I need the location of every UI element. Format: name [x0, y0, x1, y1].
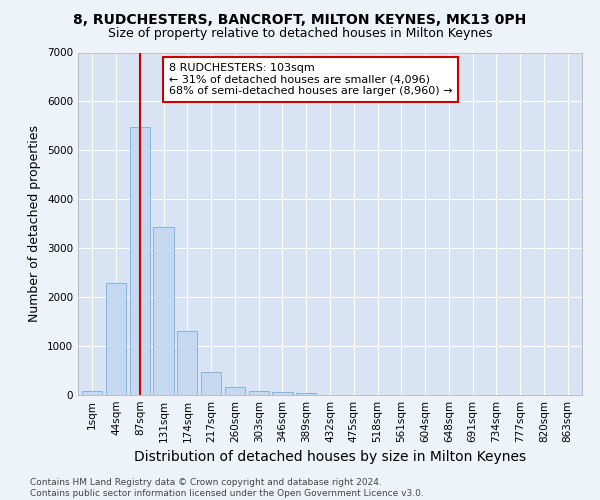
Bar [248, 390, 269, 395]
Text: Size of property relative to detached houses in Milton Keynes: Size of property relative to detached ho… [108, 28, 492, 40]
Bar [225, 388, 245, 395]
Bar [130, 127, 150, 395]
Bar [296, 393, 316, 395]
Bar [82, 391, 103, 395]
Bar [201, 372, 221, 395]
Bar [106, 284, 126, 395]
Bar [272, 392, 293, 395]
Bar [177, 331, 197, 395]
Bar [154, 226, 173, 395]
Text: 8 RUDCHESTERS: 103sqm
← 31% of detached houses are smaller (4,096)
68% of semi-d: 8 RUDCHESTERS: 103sqm ← 31% of detached … [169, 63, 452, 96]
Text: Contains HM Land Registry data © Crown copyright and database right 2024.
Contai: Contains HM Land Registry data © Crown c… [30, 478, 424, 498]
Text: 8, RUDCHESTERS, BANCROFT, MILTON KEYNES, MK13 0PH: 8, RUDCHESTERS, BANCROFT, MILTON KEYNES,… [73, 12, 527, 26]
X-axis label: Distribution of detached houses by size in Milton Keynes: Distribution of detached houses by size … [134, 450, 526, 464]
Y-axis label: Number of detached properties: Number of detached properties [28, 125, 41, 322]
